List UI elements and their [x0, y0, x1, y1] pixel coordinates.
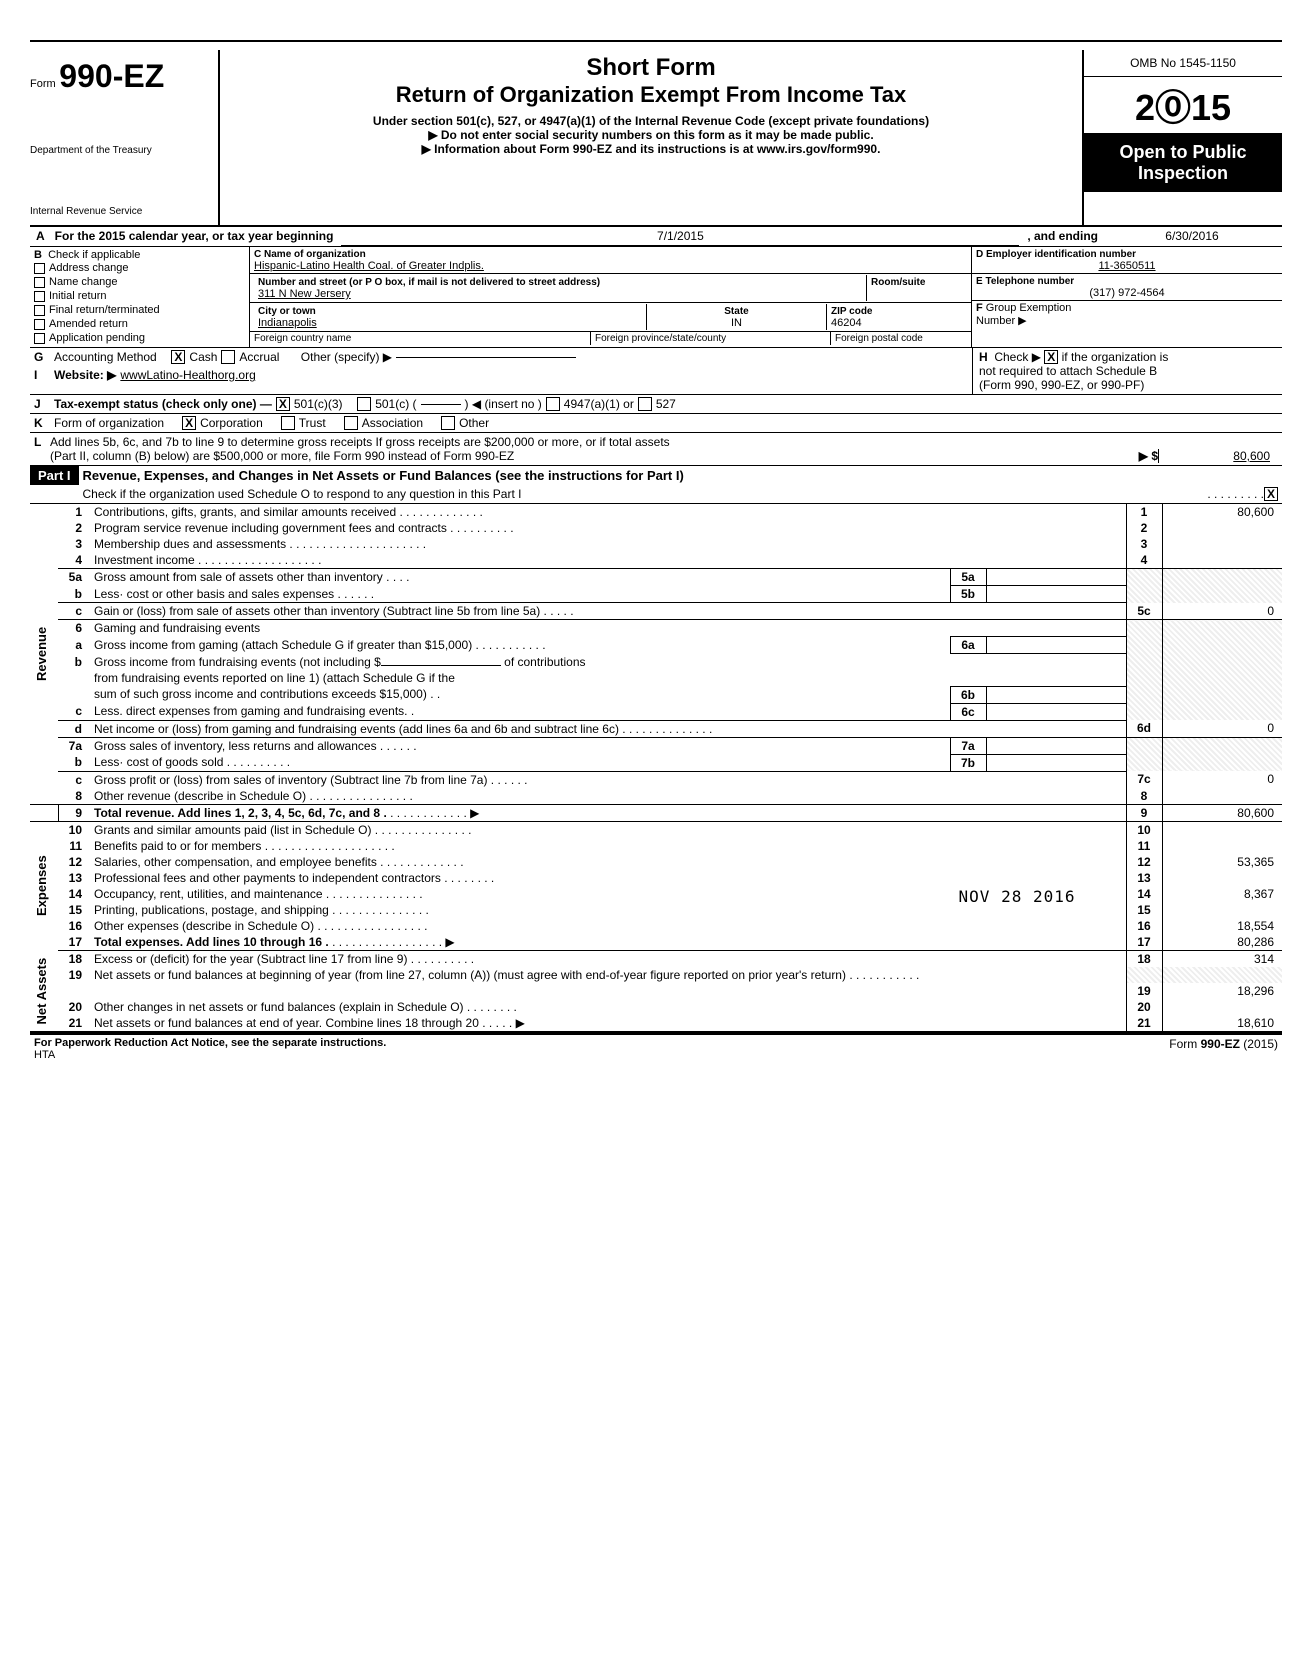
form-prefix: Form [30, 78, 56, 90]
net-assets-label: Net Assets [30, 950, 58, 1032]
subtitle-info: ▶ Information about Form 990-EZ and its … [230, 142, 1072, 156]
chk-name-change[interactable]: Name change [34, 275, 245, 289]
dept-irs: Internal Revenue Service [30, 206, 218, 217]
line-6c-value[interactable] [986, 703, 1126, 720]
tax-year-begin[interactable]: 7/1/2015 [341, 227, 1019, 246]
line-5a-value[interactable] [986, 569, 1126, 586]
tax-year-end[interactable]: 6/30/2016 [1102, 227, 1282, 246]
chk-501c3[interactable]: X [276, 397, 290, 411]
line-7a-value[interactable] [986, 737, 1126, 754]
expenses-label: Expenses [30, 821, 58, 950]
line-20-value[interactable] [1162, 999, 1282, 1015]
revenue-label: Revenue [30, 504, 58, 804]
state[interactable]: IN [731, 317, 742, 329]
chk-527[interactable] [638, 397, 652, 411]
row-a-tax-year: A For the 2015 calendar year, or tax yea… [30, 227, 1282, 247]
line-9-value[interactable]: 80,600 [1162, 804, 1282, 821]
chk-application-pending[interactable]: Application pending [34, 331, 245, 345]
line-4-value[interactable] [1162, 552, 1282, 569]
row-j-tax-exempt: J Tax-exempt status (check only one) — X… [30, 395, 1282, 414]
line-10-value[interactable] [1162, 821, 1282, 838]
chk-cash[interactable]: X [171, 350, 185, 364]
line-6d-value[interactable]: 0 [1162, 720, 1282, 737]
org-info-block: B Check if applicable Address change Nam… [30, 247, 1282, 348]
line-1-value[interactable]: 80,600 [1162, 504, 1282, 520]
omb-number: OMB No 1545-1150 [1084, 50, 1282, 77]
line-14-value[interactable]: 8,367 [1162, 886, 1282, 902]
chk-accrual[interactable] [221, 350, 235, 364]
line-6a-value[interactable] [986, 637, 1126, 654]
accounting-other[interactable] [396, 357, 576, 358]
line-15-value[interactable] [1162, 902, 1282, 918]
line-6b-value[interactable] [986, 686, 1126, 703]
line-19-value[interactable]: 18,296 [1162, 983, 1282, 999]
footer: For Paperwork Reduction Act Notice, see … [30, 1035, 1282, 1063]
subtitle-ssn: ▶ Do not enter social security numbers o… [230, 128, 1072, 142]
chk-association[interactable] [344, 416, 358, 430]
title-return: Return of Organization Exempt From Incom… [230, 82, 1072, 108]
row-h-schedule-b: H Check ▶ X if the organization is not r… [972, 348, 1282, 394]
form-header: Form 990-EZ Department of the Treasury I… [30, 50, 1282, 227]
form-number: 990-EZ [59, 58, 164, 94]
line-8-value[interactable] [1162, 788, 1282, 805]
city[interactable]: Indianapolis [258, 317, 317, 329]
line-21-value[interactable]: 18,610 [1162, 1015, 1282, 1032]
chk-initial-return[interactable]: Initial return [34, 289, 245, 303]
line-18-value[interactable]: 314 [1162, 950, 1282, 967]
chk-501c[interactable] [357, 397, 371, 411]
lines-table: Revenue 1 Contributions, gifts, grants, … [30, 504, 1282, 1033]
chk-schedule-o-part1[interactable]: X [1264, 487, 1278, 501]
line-12-value[interactable]: 53,365 [1162, 854, 1282, 870]
tax-year: 2⓪15 [1084, 77, 1282, 134]
row-k-form-org: K Form of organization XCorporation Trus… [30, 414, 1282, 433]
street[interactable]: 311 N New Jersery [258, 288, 351, 300]
chk-4947[interactable] [546, 397, 560, 411]
line-16-value[interactable]: 18,554 [1162, 918, 1282, 934]
line-17-value[interactable]: 80,286 [1162, 934, 1282, 951]
row-g-accounting: G Accounting Method XCash Accrual Other … [30, 348, 972, 366]
chk-other-org[interactable] [441, 416, 455, 430]
line-5b-value[interactable] [986, 586, 1126, 603]
chk-trust[interactable] [281, 416, 295, 430]
row-l-gross-receipts: L Add lines 5b, 6c, and 7b to line 9 to … [30, 433, 1282, 466]
line-2-value[interactable] [1162, 520, 1282, 536]
line-11-value[interactable] [1162, 838, 1282, 854]
chk-corporation[interactable]: X [182, 416, 196, 430]
chk-amended-return[interactable]: Amended return [34, 317, 245, 331]
gross-receipts-value[interactable]: 80,600 [1158, 449, 1278, 463]
chk-schedule-b[interactable]: X [1044, 350, 1058, 364]
title-short-form: Short Form [230, 54, 1072, 82]
line-3-value[interactable] [1162, 536, 1282, 552]
org-name[interactable]: Hispanic-Latino Health Coal. of Greater … [254, 260, 484, 272]
website[interactable]: wwwLatino-Healthorg.org [120, 368, 255, 382]
dept-treasury: Department of the Treasury [30, 145, 218, 156]
line-7c-value[interactable]: 0 [1162, 771, 1282, 788]
line-13-value[interactable] [1162, 870, 1282, 886]
open-public: Open to Public Inspection [1084, 134, 1282, 192]
line-5c-value[interactable]: 0 [1162, 603, 1282, 620]
row-i-website: I Website: ▶ wwwLatino-Healthorg.org [30, 366, 972, 384]
ein[interactable]: 11-3650511 [976, 260, 1278, 272]
zip[interactable]: 46204 [831, 317, 862, 329]
subtitle-section: Under section 501(c), 527, or 4947(a)(1)… [230, 114, 1072, 128]
part1-header: Part I Revenue, Expenses, and Changes in… [30, 466, 1282, 504]
chk-address-change[interactable]: Address change [34, 261, 245, 275]
received-stamp: NOV 28 2016 [959, 887, 1076, 906]
chk-final-return[interactable]: Final return/terminated [34, 303, 245, 317]
line-7b-value[interactable] [986, 754, 1126, 771]
telephone[interactable]: (317) 972-4564 [976, 287, 1278, 299]
